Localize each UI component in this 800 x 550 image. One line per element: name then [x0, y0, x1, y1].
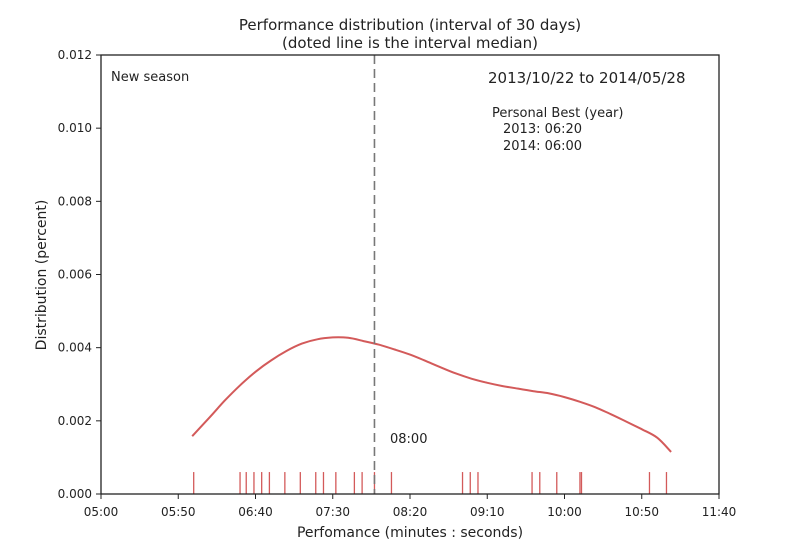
chart-subtitle: (doted line is the interval median) — [282, 34, 538, 52]
plot-frame — [100, 54, 720, 495]
x-tick-label: 08:20 — [393, 505, 428, 519]
x-tick-label: 11:40 — [702, 505, 737, 519]
x-tick-label: 10:50 — [624, 505, 659, 519]
x-ticks: 05:00 05:50 06:40 07:30 08:20 09:10 10:00 10:50… — [84, 494, 737, 519]
x-tick-label: 06:40 — [238, 505, 273, 519]
y-tick-label: 0.000 — [58, 487, 92, 501]
date-range-annotation: 2013/10/22 to 2014/05/28 — [488, 69, 686, 87]
corner-annotation: New season — [111, 70, 189, 85]
y-axis-label: Distribution (percent) — [34, 200, 50, 351]
y-tick-label: 0.004 — [58, 341, 92, 355]
x-tick-label: 09:10 — [470, 505, 505, 519]
x-tick-label: 10:00 — [547, 505, 582, 519]
y-ticks: 0.000 0.002 0.004 0.006 0.008 0.010 0.012 — [58, 48, 101, 501]
y-tick-label: 0.006 — [58, 268, 92, 282]
personal-best-2014: 2014: 06:00 — [503, 139, 582, 154]
rug-marks — [193, 472, 668, 494]
x-tick-label: 05:50 — [161, 505, 196, 519]
x-tick-label: 07:30 — [315, 505, 350, 519]
x-tick-label: 05:00 — [84, 505, 119, 519]
y-tick-label: 0.002 — [58, 414, 92, 428]
y-tick-label: 0.008 — [58, 194, 92, 208]
y-tick-label: 0.010 — [58, 121, 92, 135]
personal-best-title: Personal Best (year) — [492, 106, 623, 121]
personal-best-2013: 2013: 06:20 — [503, 122, 582, 137]
chart-title: Performance distribution (interval of 30… — [239, 16, 581, 34]
y-tick-label: 0.012 — [58, 48, 92, 62]
median-label: 08:00 — [390, 432, 427, 447]
density-line — [191, 336, 672, 453]
x-axis-label: Perfomance (minutes : seconds) — [297, 525, 523, 541]
